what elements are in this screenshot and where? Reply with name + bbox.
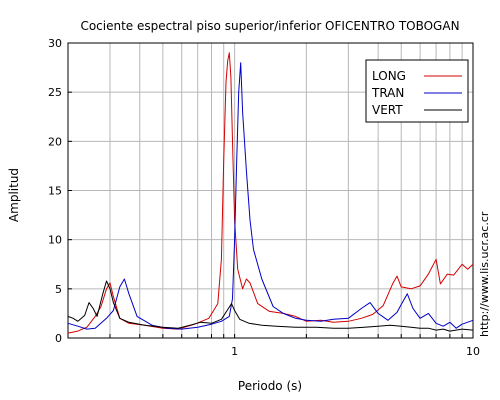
source-url-text: http://www.lis.ucr.ac.cr [478,211,491,337]
y-tick-label: 10 [48,234,62,247]
y-tick-label: 0 [55,332,62,345]
legend-box [365,59,469,123]
x-tick-label: 10 [466,345,480,358]
y-tick-label: 5 [55,283,62,296]
legend-label-long: LONG [372,69,406,83]
y-tick-label: 15 [48,185,62,198]
y-axis-ticks: 0 5 10 15 20 25 30 [48,37,72,345]
x-axis-ticks: 1 10 [109,334,480,358]
chart-title: Cociente espectral piso superior/inferio… [80,19,459,33]
y-tick-label: 25 [48,86,62,99]
x-tick-label: 1 [231,345,238,358]
legend: LONG TRAN VERT [365,59,469,123]
series-line-vert [67,280,474,332]
y-tick-label: 20 [48,135,62,148]
y-axis-label: Amplitud [7,168,21,222]
series-lines [67,52,474,334]
x-axis-label: Periodo (s) [238,379,302,393]
legend-label-tran: TRAN [371,86,404,100]
y-tick-label: 30 [48,37,62,50]
series-line-tran [67,62,474,330]
legend-label-vert: VERT [372,103,403,117]
